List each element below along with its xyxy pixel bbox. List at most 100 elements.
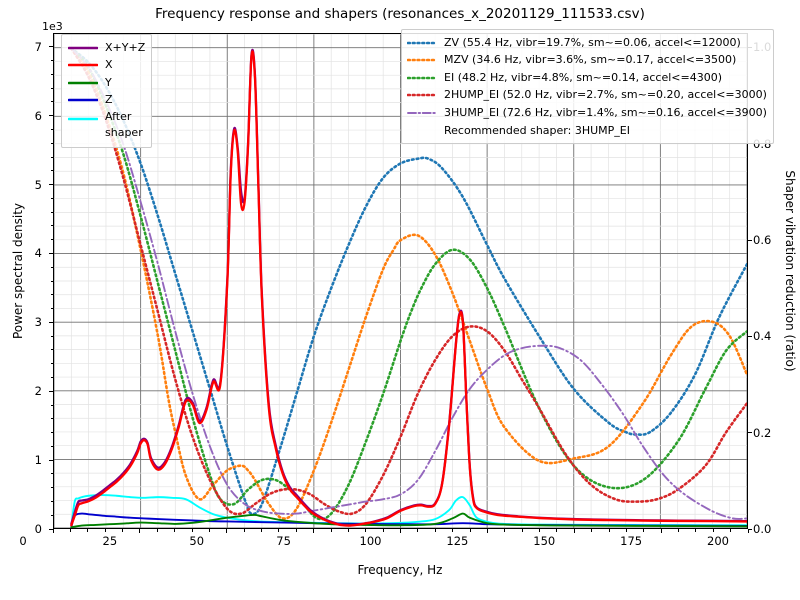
legend-psd-item-x-y-z[interactable]: X+Y+Z <box>67 39 145 57</box>
shaper-curve-mzv <box>70 47 747 520</box>
x-minor-tick <box>208 529 210 532</box>
legend-line-swatch <box>406 58 438 62</box>
y-tick-mark <box>49 321 53 323</box>
y-minor-tick <box>50 239 53 241</box>
y-minor-tick <box>50 363 53 365</box>
x-tick-label-75: 75 <box>276 534 291 548</box>
x-minor-tick <box>452 529 454 532</box>
y-minor-tick <box>50 308 53 310</box>
legend-psd-item-y[interactable]: Y <box>67 74 145 92</box>
x-minor-tick <box>174 529 176 532</box>
x-tick-mark <box>52 529 54 533</box>
x-minor-tick <box>330 529 332 532</box>
legend-shaper-item-zv[interactable]: ZV (55.4 Hz, vibr=19.7%, sm~=0.06, accel… <box>406 34 767 52</box>
psd-curve-x <box>70 50 747 527</box>
x-minor-tick <box>69 529 71 532</box>
legend-swatch-icon <box>406 89 438 101</box>
legend-swatch-icon <box>67 42 99 54</box>
y-axis-label-right: Shaper vibration reduction (ratio) <box>783 170 797 372</box>
legend-shaper-item-ei[interactable]: EI (48.2 Hz, vibr=4.8%, sm~=0.14, accel<… <box>406 69 767 87</box>
y-tick-mark <box>49 252 53 255</box>
y-minor-tick <box>50 266 53 268</box>
x-tick-mark <box>747 529 749 533</box>
y-minor-tick <box>50 101 53 103</box>
legend-psd-item-label: Z <box>105 93 113 107</box>
y-tick-label-1: 1 <box>34 453 42 468</box>
x-minor-tick <box>678 529 679 532</box>
y-minor-tick <box>50 473 53 475</box>
legend-swatch-icon <box>67 77 99 89</box>
x-minor-tick <box>347 529 349 532</box>
y-tick-mark <box>49 46 53 48</box>
x-minor-tick <box>417 529 419 532</box>
legend-shaper-item-2hump_ei[interactable]: 2HUMP_EI (52.0 Hz, vibr=2.7%, sm~=0.20, … <box>406 87 767 105</box>
y-tick-mark <box>49 528 53 530</box>
x-tick-mark <box>313 529 315 533</box>
y-minor-tick <box>50 487 53 489</box>
legend-shaper-item-3hump_ei[interactable]: 3HUMP_EI (72.6 Hz, vibr=1.4%, sm~=0.16, … <box>407 104 767 122</box>
x-minor-tick <box>730 529 732 532</box>
y-tick-mark-right <box>748 143 752 145</box>
legend-swatch-icon <box>407 107 437 119</box>
x-tick-mark <box>573 529 575 533</box>
y-axis-label: Power spectral density <box>11 202 25 340</box>
y-tick-label-6: 6 <box>34 108 42 123</box>
legend-shaper-item-label: ZV (55.4 Hz, vibr=19.7%, sm~=0.06, accel… <box>444 35 741 49</box>
x-minor-tick <box>556 529 558 532</box>
legend-line-swatch <box>67 81 99 85</box>
x-minor-tick <box>87 529 89 532</box>
y-minor-tick <box>50 376 53 378</box>
legend-swatch-icon <box>67 59 99 71</box>
legend-shaper-item-label: 3HUMP_EI (72.6 Hz, vibr=1.4%, sm~=0.16, … <box>444 105 767 119</box>
chart-title: Frequency response and shapers (resonanc… <box>155 6 645 22</box>
y-minor-tick <box>50 280 53 282</box>
data-layer <box>70 47 747 528</box>
x-axis-label: Frequency, Hz <box>357 563 443 577</box>
x-minor-tick <box>278 529 280 532</box>
x-minor-tick <box>104 529 106 532</box>
legend-psd-item-label: Y <box>105 75 112 89</box>
legend-psd[interactable]: X+Y+Z X Y Z After shaper <box>61 34 153 148</box>
y-tick-label-5: 5 <box>34 177 42 192</box>
legend-line-swatch <box>67 98 99 102</box>
x-minor-tick <box>382 529 384 532</box>
x-minor-tick <box>156 529 158 532</box>
y-minor-tick <box>50 500 53 502</box>
y-minor-tick <box>50 170 53 172</box>
legend-shaper-item-label: MZV (34.6 Hz, vibr=3.6%, sm~=0.17, accel… <box>444 53 737 67</box>
x-minor-tick <box>625 529 627 532</box>
x-minor-tick <box>434 529 436 532</box>
legend-psd-item-label: X <box>105 58 113 72</box>
y-tick-mark-right <box>748 528 752 530</box>
y-tick-label-0: 0 <box>34 522 42 536</box>
x-tick-label-150: 150 <box>533 534 556 548</box>
y-minor-tick <box>50 349 53 351</box>
legend-line-swatch <box>67 117 99 121</box>
legend-psd-item-after-shaper[interactable]: After shaper <box>67 109 145 143</box>
legend-shapers[interactable]: ZV (55.4 Hz, vibr=19.7%, sm~=0.06, accel… <box>401 29 774 144</box>
legend-psd-item-label: After shaper <box>105 110 143 139</box>
x-minor-tick <box>191 529 193 532</box>
shaper-curve-2hump_ei <box>70 47 747 516</box>
x-minor-tick <box>608 529 610 532</box>
x-minor-tick <box>261 529 262 532</box>
legend-line-swatch <box>67 46 99 50</box>
y-minor-tick <box>50 128 53 130</box>
y-minor-tick <box>50 445 53 447</box>
y-minor-tick <box>50 211 53 213</box>
legend-psd-item-x[interactable]: X <box>67 57 145 75</box>
plot-clip <box>54 34 747 528</box>
legend-line-swatch <box>67 63 99 67</box>
legend-swatch-icon <box>406 37 438 49</box>
legend-line-swatch <box>406 41 438 45</box>
legend-psd-item-z[interactable]: Z <box>67 92 145 110</box>
y-minor-tick <box>50 294 53 296</box>
legend-swatch-icon <box>67 113 99 125</box>
x-minor-tick <box>469 529 471 532</box>
y-tick-label-4: 4 <box>34 246 42 261</box>
y-minor-tick <box>50 225 53 227</box>
y-minor-tick <box>50 142 53 144</box>
y-tick-mark <box>49 184 53 186</box>
y-minor-tick <box>50 60 53 62</box>
legend-shaper-item-mzv[interactable]: MZV (34.6 Hz, vibr=3.6%, sm~=0.17, accel… <box>406 52 767 70</box>
